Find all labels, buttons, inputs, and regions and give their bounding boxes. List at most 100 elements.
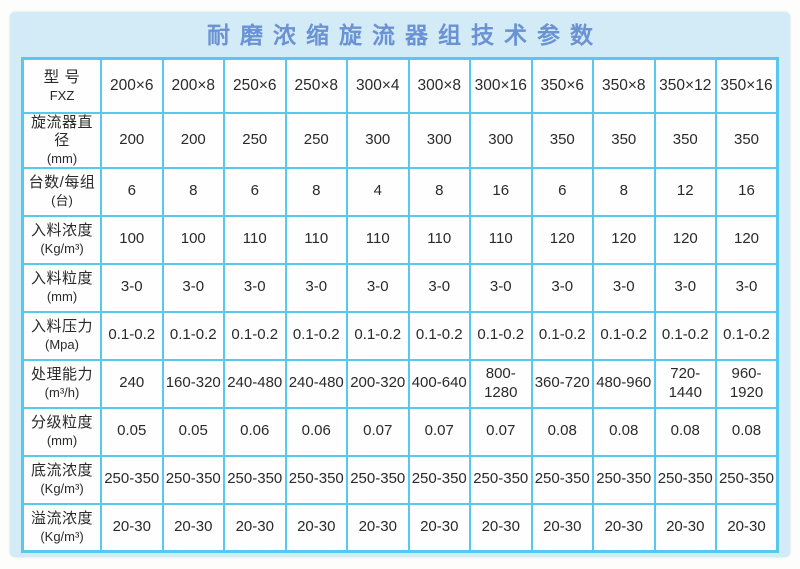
value-cell-text: 0.08 [547,422,577,440]
value-cell: 3-0 [346,262,410,313]
value-cell-text: 250-350 [288,470,344,488]
value-cell: 3-0 [223,262,287,313]
value-cell-text: 480-960 [596,374,652,392]
model-cell-text: 300×4 [355,77,400,95]
model-cell: 200×6 [100,57,164,114]
value-cell-text: 3-0 [428,278,451,296]
value-cell-text: 0.06 [240,422,270,440]
value-cell-text: 350 [549,130,575,148]
row-label-cell: 分级粒度 (mm) [21,406,102,457]
value-cell: 12 [653,166,717,217]
value-cell-text: 3-0 [735,278,758,296]
value-cell-text: 3-0 [551,278,574,296]
value-cell-text: 120 [733,230,760,248]
value-cell: 250-350 [530,454,594,505]
value-cell: 20-30 [715,502,779,553]
value-cell: 0.1-0.2 [346,310,410,361]
value-cell: 120 [530,214,594,265]
value-cell: 480-960 [592,358,656,409]
page-title: 耐磨浓缩旋流器组技术参数 [207,22,603,48]
row-label-cell-text: 旋流器直径 [30,113,93,150]
params-table: 型 号 FXZ 200×6 200×8 250×6 250×8 300×4 300×8 300×… [21,57,779,554]
value-cell: 6 [100,166,164,217]
value-cell: 16 [715,166,779,217]
model-cell-text: 350×16 [720,77,773,95]
row-label-cell: 底流浓度 (Kg/m³) [21,454,102,505]
value-cell-text: 250-350 [657,470,713,488]
row-label-cell-unit: (Mpa) [45,337,79,353]
value-cell-text: 250-350 [227,470,283,488]
value-cell-text: 110 [242,230,267,248]
value-cell: 120 [715,214,779,265]
row-label-cell-text: 台数/每组 [28,174,96,192]
value-cell: 100 [161,214,225,265]
value-cell-text: 3-0 [489,278,512,296]
value-cell-text: 350 [733,130,760,148]
model-header-cell: 型 号 FXZ [21,57,102,114]
value-cell-text: 240-480 [227,374,283,392]
value-cell: 120 [653,214,717,265]
value-cell-text: 20-30 [112,517,151,535]
model-cell-text: 250×8 [294,77,339,95]
row-label-cell-text: 溢流浓度 [30,510,93,528]
value-cell-text: 6 [558,182,567,200]
value-cell-text: 20-30 [297,517,336,535]
model-cell: 300×8 [407,57,471,114]
value-cell: 20-30 [223,502,287,553]
model-cell: 350×6 [530,57,594,114]
row-label-cell-text: 入料浓度 [30,222,93,240]
value-cell: 0.07 [346,406,410,457]
row-label-cell: 入料浓度 (Kg/m³) [21,214,102,265]
value-cell: 240 [100,358,164,409]
value-cell: 3-0 [592,262,656,313]
value-cell-text: 20-30 [174,517,213,535]
value-cell-text: 200 [119,130,145,148]
model-cell-text: 300×8 [417,77,462,95]
value-cell: 240-480 [284,358,348,409]
model-cell-text: 250×6 [232,77,277,95]
value-cell-text: 120 [549,230,575,248]
model-cell: 250×6 [223,57,287,114]
value-cell: 250-350 [100,454,164,505]
model-header-cell-unit: FXZ [49,87,75,103]
value-cell: 400-640 [407,358,471,409]
value-cell: 0.05 [100,406,164,457]
row-label-cell: 台数/每组 (台) [21,166,102,217]
table-row: 底流浓度 (Kg/m³) 250-350 250-350 250-350 250-350 2… [21,454,779,505]
value-cell-text: 20-30 [543,517,582,535]
value-cell: 3-0 [161,262,225,313]
value-cell-text: 0.1-0.2 [661,326,709,344]
value-cell-text: 250-350 [534,470,590,488]
value-cell: 0.1-0.2 [100,310,164,361]
value-cell: 8 [592,166,656,217]
row-label-cell-unit: (Kg/m³) [40,241,84,257]
value-cell-text: 12 [676,182,694,200]
table-row: 入料压力 (Mpa) 0.1-0.2 0.1-0.2 0.1-0.2 0.1-0.2 0.1… [21,310,779,361]
value-cell-text: 0.1-0.2 [538,326,586,344]
value-cell-text: 120 [611,230,637,248]
value-cell: 300 [469,111,533,169]
value-cell: 720-1440 [653,358,717,409]
row-label-cell-unit: (m³/h) [44,385,80,401]
value-cell: 110 [469,214,533,265]
value-cell-text: 0.1-0.2 [600,326,648,344]
value-cell-text: 20-30 [420,517,459,535]
row-label-cell: 入料粒度 (mm) [21,262,102,313]
value-cell: 250 [284,111,348,169]
value-cell-text: 0.1-0.2 [231,326,279,344]
value-cell-text: 3-0 [366,278,389,296]
value-cell: 0.08 [715,406,779,457]
model-cell-text: 350×6 [540,77,585,95]
value-cell-text: 400-640 [411,374,467,392]
value-cell-text: 8 [189,182,198,200]
row-label-cell-unit: (台) [51,193,73,209]
model-cell: 200×8 [161,57,225,114]
value-cell: 0.1-0.2 [223,310,287,361]
value-cell: 160-320 [161,358,225,409]
table-row: 入料粒度 (mm) 3-0 3-0 3-0 3-0 3-0 3-0 3-0 3-0 3-0 3-0 3-… [21,262,779,313]
row-label-cell-unit: (mm) [46,289,78,305]
model-cell: 300×16 [469,57,533,114]
value-cell: 0.1-0.2 [592,310,656,361]
value-cell-text: 20-30 [481,517,520,535]
value-cell-text: 250-350 [718,470,775,488]
